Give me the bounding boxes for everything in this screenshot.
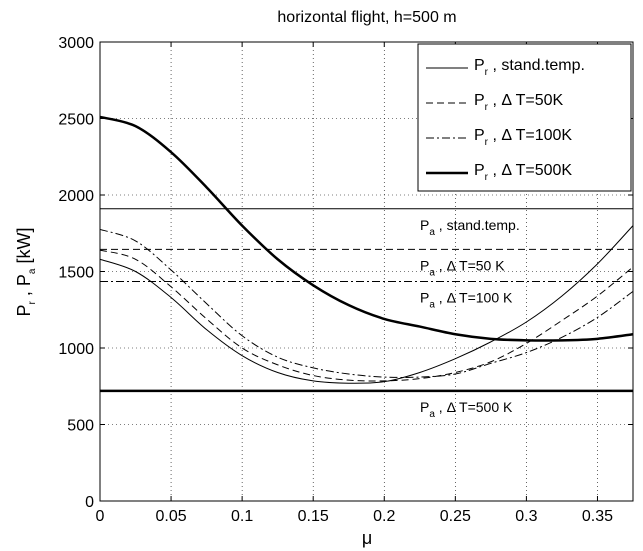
y-tick-label: 500: [67, 418, 94, 435]
x-tick-label: 0.05: [155, 508, 186, 525]
reference-line-label: Pa , Δ T=500 K: [420, 399, 513, 420]
y-tick-label: 1000: [58, 341, 94, 358]
series-line: [99, 249, 634, 382]
x-tick-label: 0: [96, 508, 105, 525]
x-tick-label: 0.15: [298, 508, 329, 525]
x-tick-labels: 0 0.05 0.1 0.15 0.2 0.25 0.3 0.35: [96, 508, 614, 525]
series-lines: [99, 115, 634, 384]
series-line: [99, 115, 634, 342]
x-axis-label: μ: [362, 528, 372, 548]
chart-title: horizontal flight, h=500 m: [277, 9, 456, 26]
y-axis-label: Pr , Pa [kW]: [14, 228, 38, 317]
y-tick-label: 0: [85, 494, 94, 511]
series-line: [99, 225, 634, 384]
reference-lines: [100, 208, 633, 393]
y-tick-label: 2000: [58, 188, 94, 205]
y-tick-label: 1500: [58, 265, 94, 282]
y-tick-labels: 0 500 1000 1500 2000 2500 3000: [58, 35, 94, 511]
legend-item-label: Pr , stand.temp.: [474, 57, 585, 78]
legend-item-label: Pr , Δ T=500K: [474, 162, 572, 183]
reference-labels: Pa , stand.temp. Pa , Δ T=50 K Pa , Δ T=10…: [420, 217, 520, 420]
x-tick-label: 0.25: [440, 508, 471, 525]
legend: Pr , stand.temp. Pr , Δ T=50K Pr , Δ T=100…: [417, 43, 632, 192]
x-tick-label: 0.35: [582, 508, 613, 525]
series-line: [99, 228, 634, 378]
reference-line-label: Pa , Δ T=100 K: [420, 289, 513, 310]
reference-line-label: Pa , stand.temp.: [420, 217, 520, 238]
legend-item-label: Pr , Δ T=100K: [474, 127, 572, 148]
x-tick-label: 0.3: [515, 508, 537, 525]
y-tick-label: 3000: [58, 35, 94, 52]
legend-item-label: Pr , Δ T=50K: [474, 92, 564, 113]
reference-line-label: Pa , Δ T=50 K: [420, 257, 505, 278]
y-tick-label: 2500: [58, 112, 94, 129]
x-tick-label: 0.1: [231, 508, 253, 525]
x-tick-label: 0.2: [373, 508, 395, 525]
